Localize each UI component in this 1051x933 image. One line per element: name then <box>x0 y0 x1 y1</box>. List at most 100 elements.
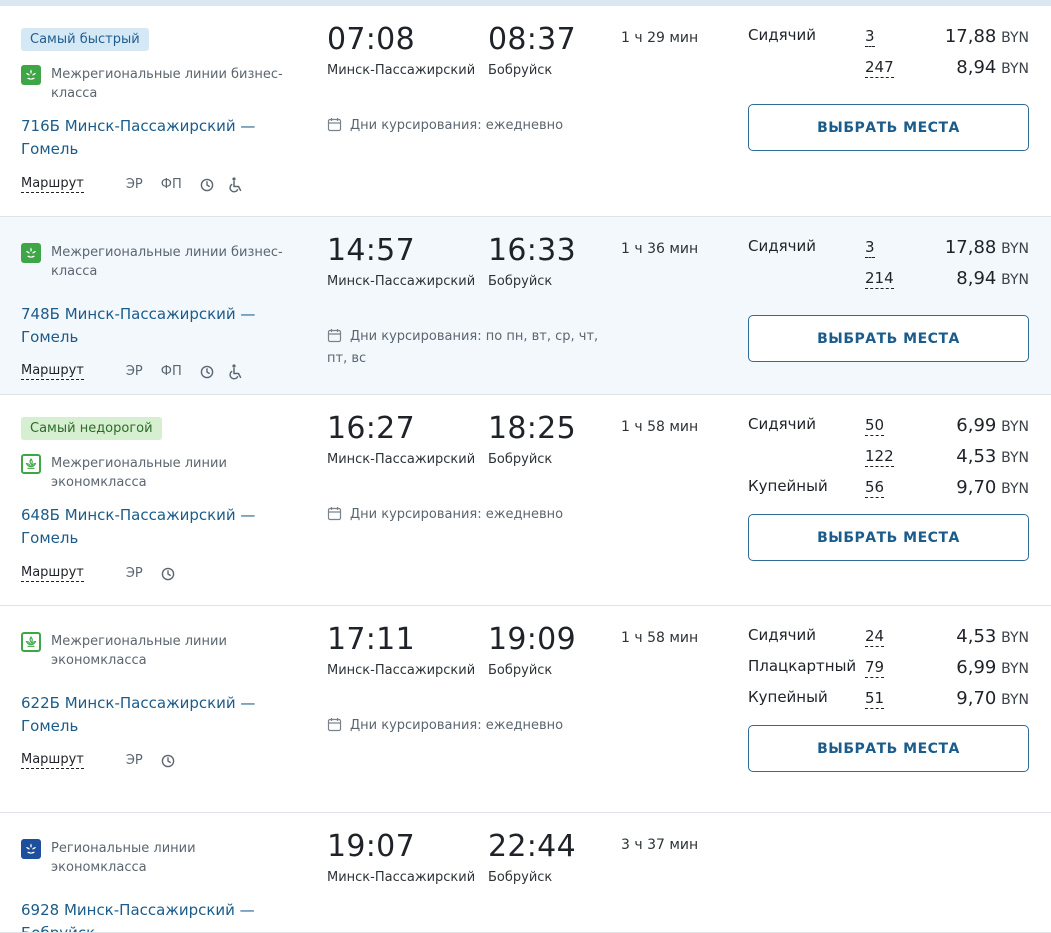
route-link[interactable]: Маршрут <box>21 176 84 193</box>
train-features: Маршрут ЭР ФП <box>21 176 257 193</box>
seat-count-link[interactable]: 24 <box>865 627 885 647</box>
price-currency: BYN <box>1001 30 1029 46</box>
train-card: Самый недорогой Межрегиональные линии эко… <box>0 395 1051 606</box>
seat-count-link[interactable]: 3 <box>865 27 875 47</box>
wheelchair-icon <box>228 176 243 193</box>
travel-duration: 1 ч 36 мин <box>621 241 699 257</box>
seat-row: Купейный 51 9,70 BYN <box>748 688 1029 712</box>
seat-price: 6,99 BYN <box>956 657 1029 678</box>
seat-row: 122 4,53 BYN <box>748 446 1029 470</box>
seat-price: 8,94 BYN <box>956 57 1029 78</box>
seat-count-link[interactable]: 51 <box>865 689 885 709</box>
arrival-time: 19:09 <box>488 622 576 657</box>
arrival-station: Бобруйск <box>488 63 553 78</box>
calendar-icon <box>327 506 342 527</box>
seat-count-link[interactable]: 79 <box>865 658 885 678</box>
train-category: Межрегиональные линии экономкласса <box>21 454 291 492</box>
train-features: Маршрут ЭР <box>21 752 189 769</box>
wheelchair-icon <box>228 363 243 380</box>
train-card: Межрегиональные линии бизнес-класса 748Б … <box>0 217 1051 395</box>
operating-days-label: Дни курсирования: ежедневно <box>350 718 564 733</box>
departure-time: 07:08 <box>327 22 415 57</box>
seat-price: 4,53 BYN <box>956 446 1029 467</box>
choose-seats-button[interactable]: ВЫБРАТЬ МЕСТА <box>748 514 1029 561</box>
price-value: 6,99 <box>956 415 997 436</box>
departure-time: 14:57 <box>327 233 415 268</box>
feature-tag: ФП <box>160 177 182 192</box>
feature-tag: ЭР <box>125 753 143 768</box>
arrival-time: 08:37 <box>488 22 576 57</box>
business-class-icon <box>21 65 41 85</box>
choose-seats-button[interactable]: ВЫБРАТЬ МЕСТА <box>748 104 1029 151</box>
feature-tag: ЭР <box>125 364 143 379</box>
seat-price: 6,99 BYN <box>956 415 1029 436</box>
seat-row: Купейный 56 9,70 BYN <box>748 477 1029 501</box>
operating-days-label: Дни курсирования: по пн, вт, ср, чт, пт,… <box>327 329 599 366</box>
seat-price: 9,70 BYN <box>956 688 1029 709</box>
train-category-label: Региональные линии экономкласса <box>51 841 196 875</box>
train-name-link[interactable]: 622Б Минск-Пассажирский — Гомель <box>21 694 256 735</box>
arrival-station: Бобруйск <box>488 663 553 678</box>
price-value: 8,94 <box>956 268 997 289</box>
train-category: Межрегиональные линии бизнес-класса <box>21 243 291 281</box>
operating-days-label: Дни курсирования: ежедневно <box>350 118 564 133</box>
seat-count-link[interactable]: 3 <box>865 238 875 258</box>
price-currency: BYN <box>1001 450 1029 466</box>
price-value: 4,53 <box>956 626 997 647</box>
train-name-link[interactable]: 748Б Минск-Пассажирский — Гомель <box>21 305 256 346</box>
operating-days: Дни курсирования: ежедневно <box>327 716 607 738</box>
clock-icon <box>161 754 175 768</box>
departure-time: 16:27 <box>327 411 415 446</box>
operating-days-label: Дни курсирования: ежедневно <box>350 507 564 522</box>
travel-duration: 1 ч 29 мин <box>621 30 699 46</box>
train-category: Межрегиональные линии бизнес-класса <box>21 65 291 103</box>
seat-count-link[interactable]: 56 <box>865 478 885 498</box>
seat-row: 214 8,94 BYN <box>748 268 1029 292</box>
arrival-time: 16:33 <box>488 233 576 268</box>
feature-tag: ЭР <box>125 177 143 192</box>
business-class-icon <box>21 243 41 263</box>
clock-icon <box>200 365 214 379</box>
seat-row: Сидячий 3 17,88 BYN <box>748 237 1029 261</box>
route-link[interactable]: Маршрут <box>21 565 84 582</box>
train-name-link[interactable]: 648Б Минск-Пассажирский — Гомель <box>21 506 256 547</box>
seat-row: Сидячий 3 17,88 BYN <box>748 26 1029 50</box>
train-category-label: Межрегиональные линии бизнес-класса <box>51 245 283 279</box>
train-card: Самый быстрый Межрегиональные линии бизне… <box>0 6 1051 217</box>
price-currency: BYN <box>1001 481 1029 497</box>
top-divider <box>0 0 1051 6</box>
seat-count-link[interactable]: 50 <box>865 416 885 436</box>
price-value: 4,53 <box>956 446 997 467</box>
cheapest-badge: Самый недорогой <box>21 417 162 440</box>
choose-seats-button[interactable]: ВЫБРАТЬ МЕСТА <box>748 315 1029 362</box>
operating-days: Дни курсирования: по пн, вт, ср, чт, пт,… <box>327 327 607 368</box>
train-category-label: Межрегиональные линии экономкласса <box>51 456 227 490</box>
seat-count-link[interactable]: 247 <box>865 58 894 78</box>
price-value: 9,70 <box>956 688 997 709</box>
departure-time: 17:11 <box>327 622 415 657</box>
seat-count-link[interactable]: 214 <box>865 269 894 289</box>
seat-row: Плацкартный 79 6,99 BYN <box>748 657 1029 681</box>
price-value: 17,88 <box>944 26 997 47</box>
arrival-station: Бобруйск <box>488 274 553 289</box>
choose-seats-button[interactable]: ВЫБРАТЬ МЕСТА <box>748 725 1029 772</box>
departure-station: Минск-Пассажирский <box>327 63 476 78</box>
seat-type: Сидячий <box>748 626 816 644</box>
seat-price: 9,70 BYN <box>956 477 1029 498</box>
departure-station: Минск-Пассажирский <box>327 274 476 289</box>
departure-station: Минск-Пассажирский <box>327 870 476 885</box>
calendar-icon <box>327 717 342 738</box>
train-name-link[interactable]: 6928 Минск-Пассажирский — Бобруйск <box>21 901 255 933</box>
route-link[interactable]: Маршрут <box>21 363 84 380</box>
price-currency: BYN <box>1001 661 1029 677</box>
seat-type: Купейный <box>748 688 828 706</box>
seat-count-link[interactable]: 122 <box>865 447 894 467</box>
train-name-link[interactable]: 716Б Минск-Пассажирский — Гомель <box>21 117 256 158</box>
arrival-time: 18:25 <box>488 411 576 446</box>
train-features: Маршрут ЭР <box>21 565 189 582</box>
price-currency: BYN <box>1001 272 1029 288</box>
arrival-station: Бобруйск <box>488 870 553 885</box>
economy-class-icon <box>21 454 41 474</box>
route-link[interactable]: Маршрут <box>21 752 84 769</box>
clock-icon <box>161 567 175 581</box>
